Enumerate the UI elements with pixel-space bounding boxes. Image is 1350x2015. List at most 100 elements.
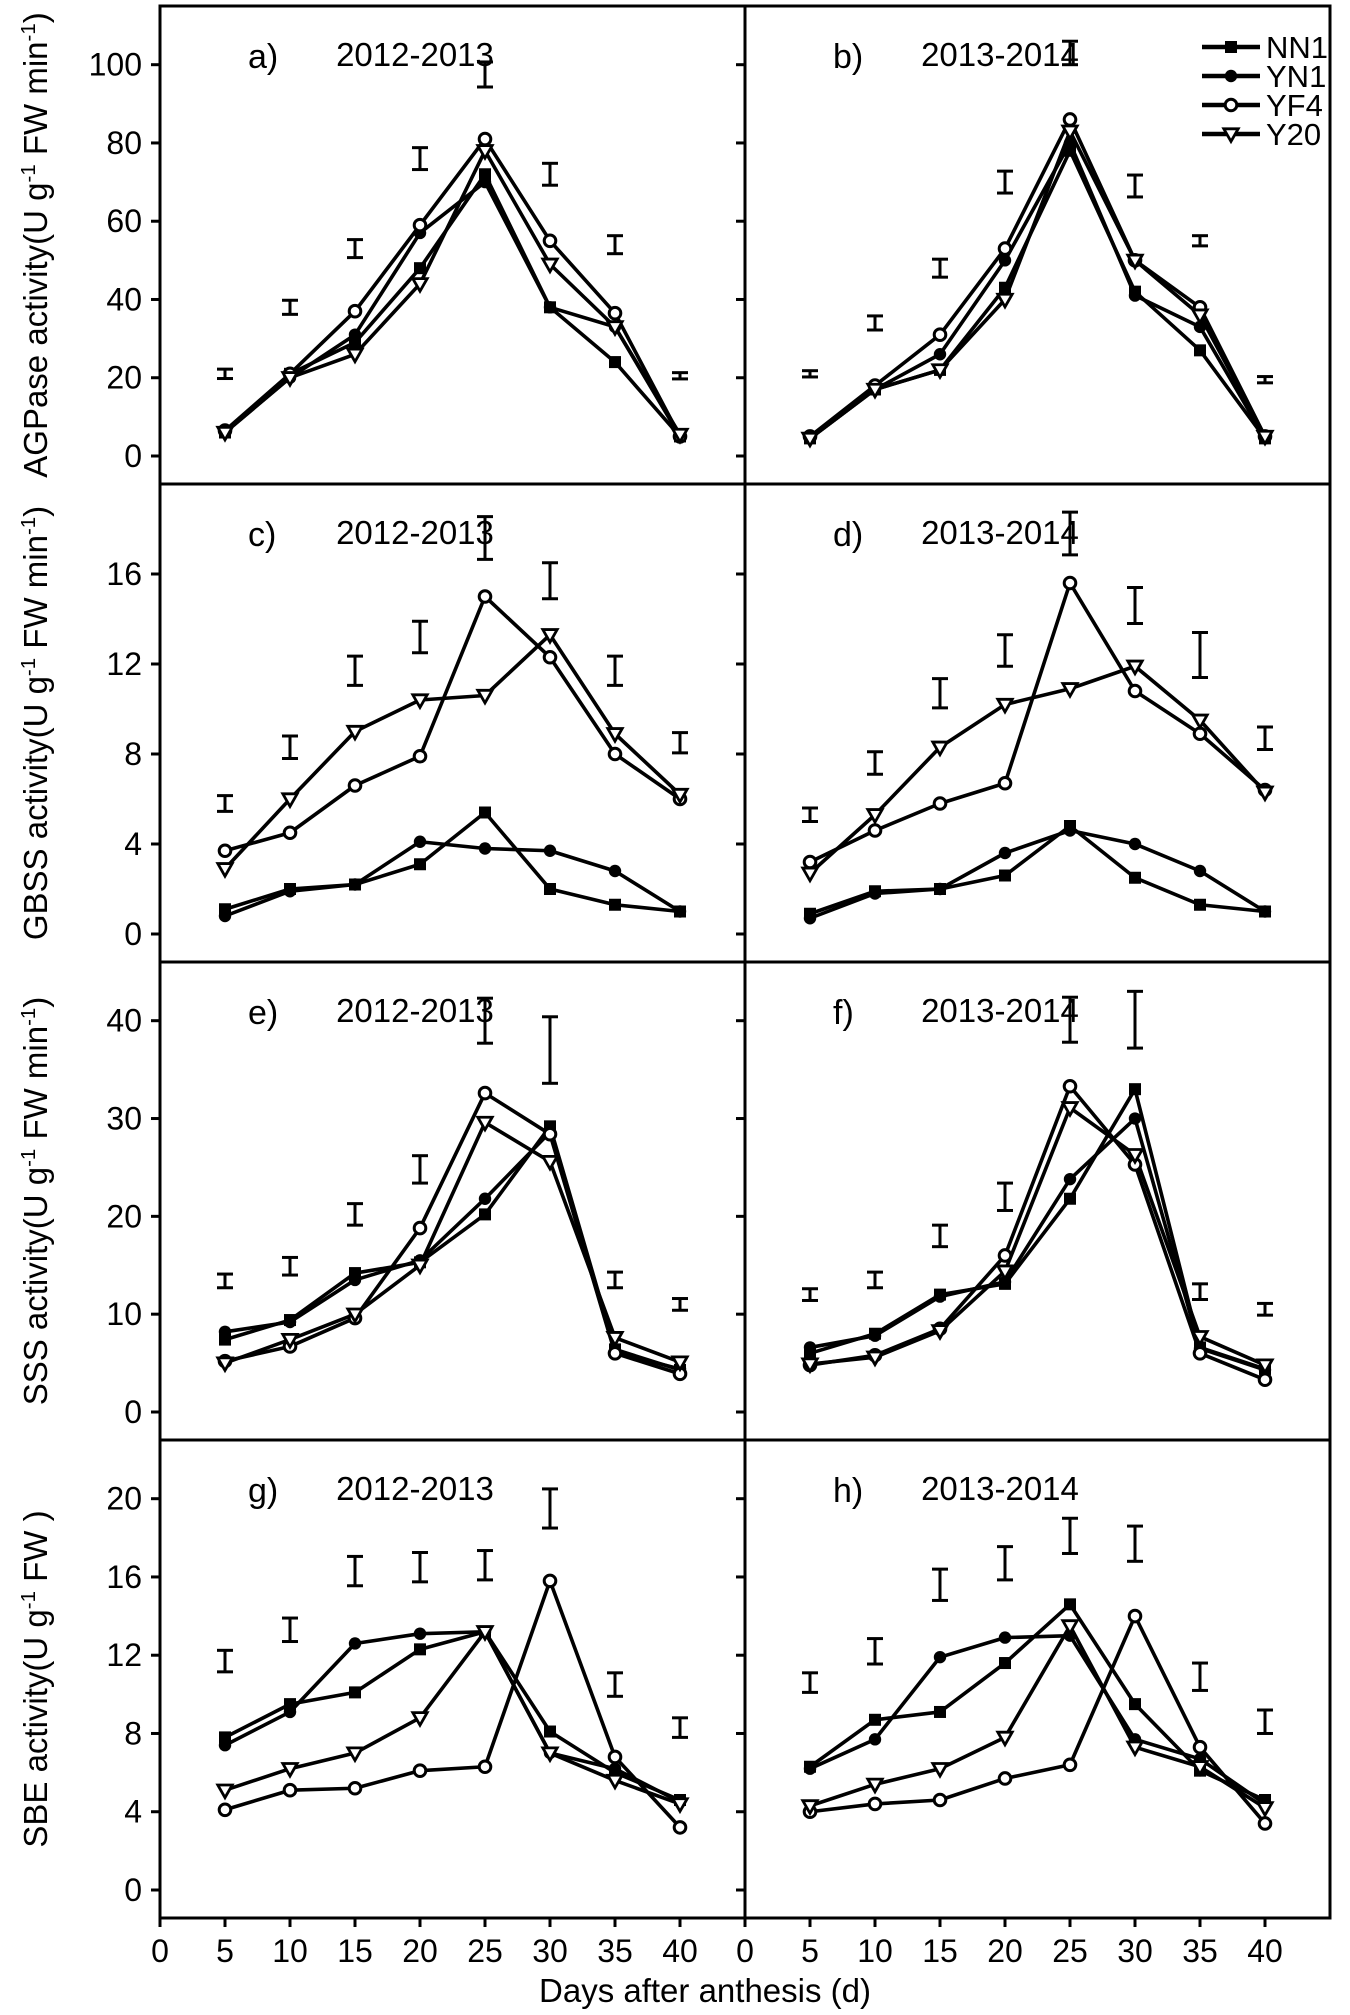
svg-text:25: 25: [1052, 1933, 1088, 1969]
panel-b: b) 2013-2014: [736, 4, 1332, 486]
error-bars: [217, 996, 688, 1312]
series-Y20: [223, 148, 682, 436]
svg-text:5: 5: [216, 1933, 234, 1969]
panel-letter: d): [833, 516, 863, 554]
markers-Y20: [215, 1115, 690, 1374]
y-ticks: [736, 1497, 745, 1892]
svg-text:30: 30: [106, 1101, 142, 1137]
panel-g: 0 4 8 12 16 20 0 5 10 15 20 25 30 35 40 g) 2012-2013: [106, 1438, 747, 1969]
svg-text:20: 20: [106, 360, 142, 396]
svg-text:20: 20: [106, 1198, 142, 1234]
series-YF4: [224, 1091, 681, 1376]
error-bars: [802, 989, 1273, 1317]
error-bars: [217, 515, 688, 813]
season-label: 2013-2014: [921, 514, 1079, 551]
series-Y20: [224, 1629, 681, 1806]
svg-text:100: 100: [89, 47, 142, 83]
panel-c: 0 4 8 12 16 c) 2012-2013: [106, 482, 747, 964]
series-YN1: [809, 1633, 1267, 1806]
svg-text:15: 15: [922, 1933, 958, 1969]
series-YF4: [809, 1614, 1267, 1825]
svg-text:12: 12: [106, 646, 142, 682]
series-NN1: [224, 810, 681, 914]
svg-text:30: 30: [532, 1933, 568, 1969]
svg-text:5: 5: [801, 1933, 819, 1969]
markers-Y20: [800, 1101, 1275, 1376]
panel-letter: c): [248, 516, 276, 554]
svg-text:4: 4: [124, 1794, 142, 1830]
y-ticks: 0 10 20 30 40: [106, 1003, 160, 1430]
x-ticks: 0 5 10 15 20 25 30 35 40: [736, 1918, 1283, 1969]
panel-a: 0 20 40 60 80 100 a) 2012-2013: [89, 4, 747, 486]
season-label: 2012-2013: [336, 514, 494, 551]
markers-Y20: [215, 1625, 690, 1815]
y-ticks: [736, 572, 745, 936]
series-Y20: [808, 664, 1267, 875]
season-label: 2013-2014: [921, 1470, 1079, 1507]
error-bars: [217, 1487, 688, 1739]
season-label: 2012-2013: [336, 36, 494, 73]
svg-text:40: 40: [106, 1003, 142, 1039]
markers-Y20: [215, 628, 690, 879]
series-Y20: [808, 129, 1267, 440]
season-label: 2013-2014: [921, 36, 1079, 73]
markers-Y20: [215, 144, 690, 445]
svg-text:12: 12: [106, 1637, 142, 1673]
panel-letter: a): [248, 38, 278, 76]
panel-letter: g): [248, 1472, 278, 1510]
error-bars: [217, 60, 688, 381]
svg-text:35: 35: [597, 1933, 633, 1969]
series-YF4: [808, 117, 1267, 438]
svg-text:4: 4: [124, 826, 142, 862]
svg-text:40: 40: [106, 281, 142, 317]
error-bars: [802, 510, 1273, 823]
svg-text:10: 10: [106, 1296, 142, 1332]
panel-e: 0 10 20 30 40 e) 2012-2013: [106, 960, 747, 1442]
svg-text:35: 35: [1182, 1933, 1218, 1969]
svg-text:16: 16: [106, 1559, 142, 1595]
error-bars: [802, 39, 1273, 385]
svg-text:60: 60: [106, 203, 142, 239]
y-ticks: 0 20 40 60 80 100: [89, 47, 160, 474]
series-YN1: [809, 828, 1266, 920]
season-label: 2013-2014: [921, 992, 1079, 1029]
markers-YN1: [803, 1112, 1272, 1377]
x-ticks: 0 5 10 15 20 25 30 35 40: [151, 1918, 698, 1969]
series-YN1: [223, 180, 682, 438]
legend-label-YN1: YN1: [1266, 59, 1326, 94]
season-label: 2012-2013: [336, 1470, 494, 1507]
panel-letter: e): [248, 994, 278, 1032]
svg-text:20: 20: [106, 1481, 142, 1517]
series-YF4: [809, 1084, 1266, 1382]
y-ticks: [736, 1019, 745, 1414]
markers-NN1: [804, 144, 1271, 445]
markers-YF4: [217, 589, 688, 859]
markers-NN1: [219, 806, 686, 918]
x-axis-title: Days after anthesis (d): [539, 1972, 871, 2009]
series-Y20: [809, 1105, 1266, 1367]
y-ticks: 0 4 8 12 16 20: [106, 1481, 160, 1908]
series-NN1: [808, 1602, 1266, 1802]
series-YN1: [224, 1629, 681, 1804]
y-axis-title-gbss: GBSS activity(U g-1 FW min-1): [17, 505, 54, 941]
svg-text:0: 0: [124, 1872, 142, 1908]
panel-d: d) 2013-2014: [736, 482, 1332, 964]
panel-letter: b): [833, 38, 863, 76]
svg-text:16: 16: [106, 556, 142, 592]
svg-text:40: 40: [662, 1933, 698, 1969]
series-YF4: [223, 137, 682, 438]
season-label: 2012-2013: [336, 992, 494, 1029]
svg-text:0: 0: [124, 438, 142, 474]
series-YN1: [808, 141, 1267, 440]
svg-text:15: 15: [337, 1933, 373, 1969]
markers-YN1: [803, 824, 1272, 925]
markers-YF4: [217, 1573, 688, 1835]
y-axis-title-agpase: AGPase activity(U g-1 FW min-1): [17, 12, 54, 478]
error-bars: [802, 1516, 1273, 1735]
svg-text:30: 30: [1117, 1933, 1153, 1969]
markers-YF4: [802, 575, 1273, 870]
panel-letter: f): [833, 994, 854, 1032]
series-YN1: [224, 839, 681, 918]
